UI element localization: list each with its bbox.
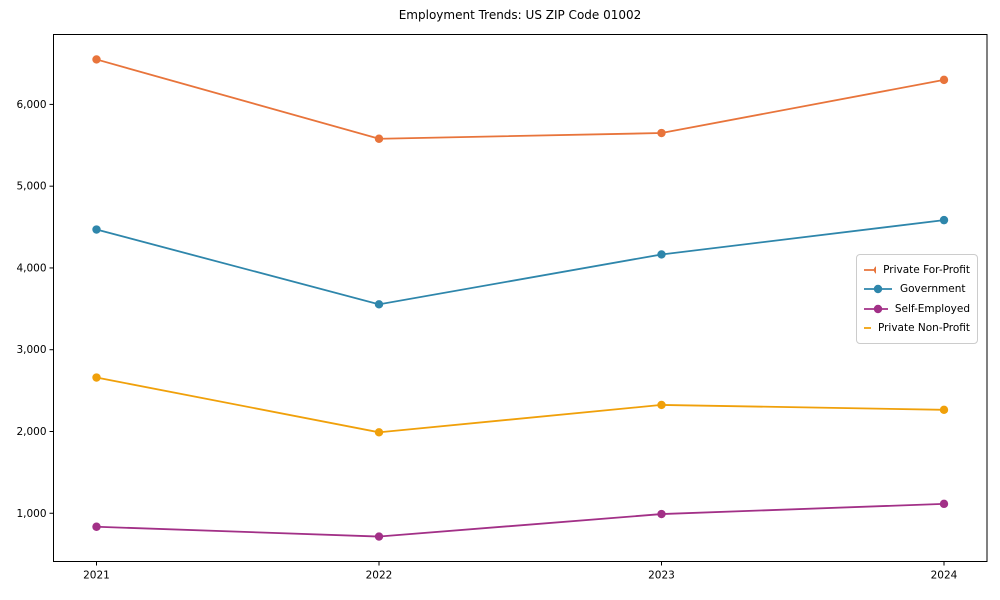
- y-tick-label: 6,000: [16, 99, 46, 111]
- legend-item: Self-Employed: [863, 299, 970, 319]
- x-tick-label: 2021: [83, 570, 110, 582]
- series-marker-0: [657, 128, 666, 138]
- series-marker-0: [92, 55, 101, 64]
- x-tick-label: 2022: [366, 570, 393, 582]
- chart-legend: Private For-Profit Government Self-Employe…: [856, 254, 978, 344]
- y-tick-label: 2,000: [16, 426, 46, 438]
- series-marker-3: [92, 373, 101, 382]
- series-marker-3: [939, 405, 949, 415]
- y-tick-label: 3,000: [16, 344, 46, 356]
- series-line-3: [96, 376, 945, 434]
- series-marker-2: [374, 532, 384, 541]
- series-marker-2: [939, 499, 949, 509]
- axes-box: [53, 34, 988, 562]
- series-marker-1: [939, 215, 949, 225]
- y-tick-label: 4,000: [16, 262, 46, 274]
- series-marker-3: [657, 400, 666, 410]
- series-marker-2: [92, 522, 101, 531]
- series-marker-1: [374, 300, 384, 309]
- legend-label: Self-Employed: [894, 302, 970, 315]
- series-marker-0: [374, 134, 384, 143]
- chart-title: Employment Trends: US ZIP Code 01002: [398, 8, 642, 22]
- legend-item: Private Non-Profit: [863, 319, 970, 339]
- legend-label: Private Non-Profit: [877, 322, 970, 335]
- series-marker-1: [657, 250, 666, 259]
- x-tick-label: 2023: [648, 570, 675, 582]
- series-marker-0: [939, 75, 949, 85]
- legend-marker-icon: [864, 285, 892, 294]
- y-tick-label: 5,000: [16, 181, 46, 193]
- legend-marker-icon: [864, 327, 871, 330]
- legend-label: Private For-Profit: [883, 263, 970, 276]
- legend-marker-icon: [864, 265, 877, 274]
- legend-label: Government: [900, 283, 966, 296]
- legend-item: Private For-Profit: [863, 260, 970, 280]
- y-tick-label: 1,000: [16, 508, 46, 520]
- series-line-1: [96, 219, 945, 306]
- series-marker-2: [657, 509, 666, 519]
- legend-marker-icon: [864, 304, 888, 313]
- series-line-2: [96, 502, 945, 538]
- legend-item: Government: [863, 280, 970, 300]
- x-tick-label: 2024: [931, 570, 958, 582]
- series-marker-3: [374, 428, 384, 437]
- series-line-0: [96, 58, 945, 140]
- series-marker-1: [92, 225, 101, 234]
